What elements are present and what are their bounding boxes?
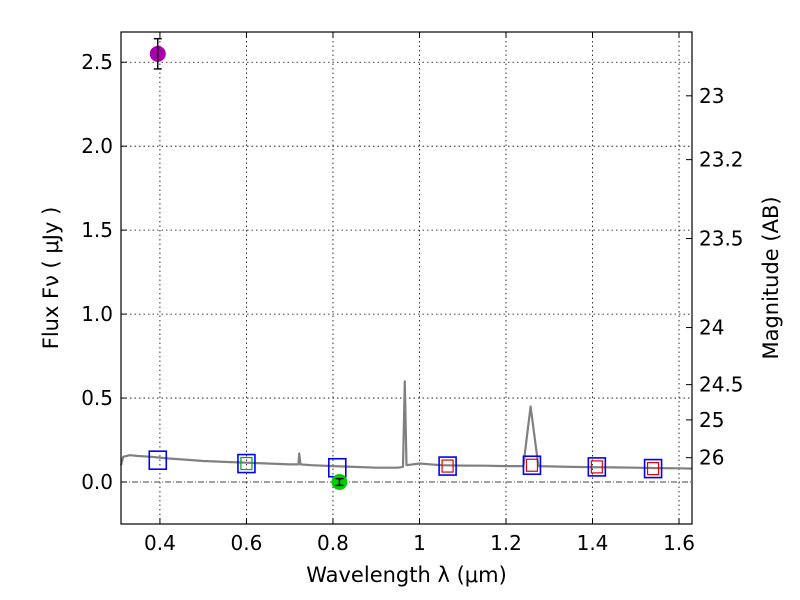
right-y-tick-label: 23 (699, 84, 724, 108)
model-band-square (522, 455, 542, 476)
x-tick-label: 1 (413, 531, 426, 555)
right-y-tick-label: 23.5 (699, 227, 744, 251)
y-tick-label: 0.5 (81, 386, 113, 410)
filter-band-marker (525, 458, 539, 472)
right-y-tick-label: 23.2 (699, 148, 744, 172)
model-band-square (438, 456, 457, 476)
x-tick-label: 1.2 (490, 531, 522, 555)
y-tick-label: 1.0 (81, 302, 113, 326)
filter-band-marker (646, 461, 660, 476)
y-axis-label: Flux Fν ( μJy ) (39, 207, 63, 350)
grid (121, 32, 692, 524)
x-tick-label: 1.4 (577, 531, 609, 555)
model-band-square (643, 458, 663, 479)
y-tick-label: 2.0 (81, 134, 113, 158)
model-band-square (148, 450, 168, 470)
filter-band-marker (240, 456, 253, 471)
right-y-axis-label: Magnitude (AB) (759, 196, 783, 359)
model-band-square (327, 457, 347, 478)
filter-band-marker (441, 459, 454, 473)
right-y-tick-label: 24.5 (699, 373, 744, 397)
x-tick-label: 1.6 (663, 531, 695, 555)
filter-band-marker (590, 460, 603, 474)
x-tick-label: 0.8 (317, 531, 349, 555)
x-axis-label: Wavelength λ (μm) (306, 563, 507, 587)
spectrum-layer (119, 380, 693, 470)
x-tick-label: 0.4 (144, 531, 176, 555)
y-tick-label: 1.5 (81, 218, 113, 242)
ticks: 0.4 0.6 0.8 1 1.2 1.4 1.6 0.0 0.5 1.0 1.5 2.0 2.5 23 2… (81, 32, 744, 555)
y-tick-label: 0.0 (81, 470, 113, 494)
x-tick-label: 0.6 (231, 531, 263, 555)
plot-frame (120, 31, 693, 525)
right-y-tick-label: 24 (699, 316, 724, 340)
markers-layer (148, 38, 663, 491)
model-band-square (587, 457, 607, 477)
right-y-tick-label: 26 (699, 446, 724, 470)
spectrum-line (119, 380, 693, 470)
right-y-tick-label: 25 (699, 408, 724, 432)
model-band-square (237, 453, 256, 474)
y-tick-label: 2.5 (81, 50, 113, 74)
